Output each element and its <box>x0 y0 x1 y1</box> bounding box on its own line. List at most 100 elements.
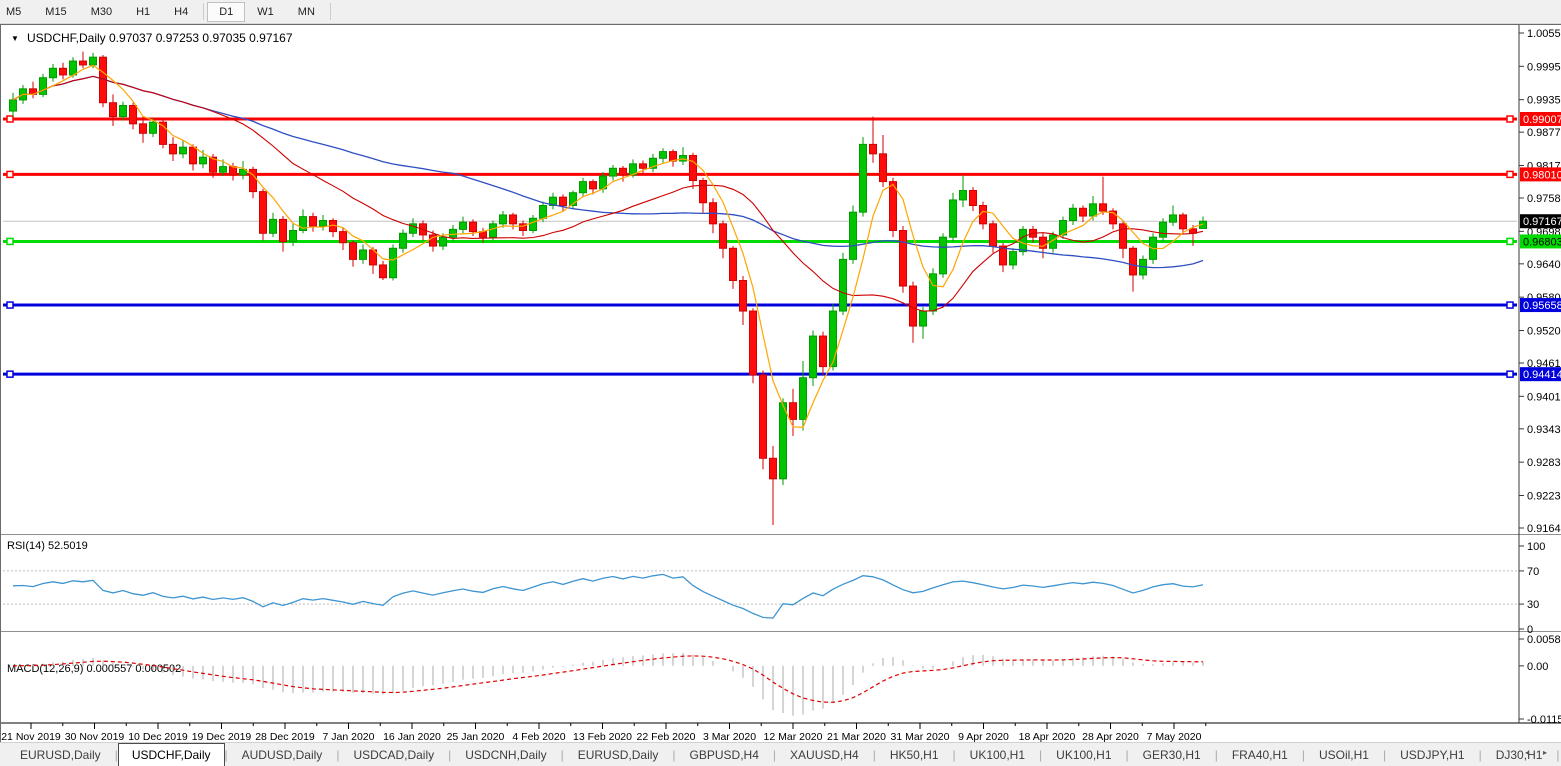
price-axis-label: 0.94015 <box>1527 391 1561 403</box>
timeframe-w1-button[interactable]: W1 <box>257 5 274 18</box>
level-badge-0.95658 <box>1520 298 1561 313</box>
tab-usdcnh-daily[interactable]: USDCNH,Daily <box>465 748 547 762</box>
tab-separator: | <box>1039 748 1043 762</box>
macd-signal-line <box>12 655 1204 703</box>
date-axis-label: 30 Nov 2019 <box>65 731 125 742</box>
date-axis-label: 28 Apr 2020 <box>1082 731 1139 742</box>
timeframe-m15-button[interactable]: M15 <box>45 5 67 18</box>
level-badge-0.99007-text: 0.99007 <box>1523 114 1561 126</box>
date-axis-label: 21 Mar 2020 <box>827 731 886 742</box>
tab-separator: | <box>114 748 118 762</box>
date-axis-label: 25 Jan 2020 <box>447 731 505 742</box>
macd-axis-label: 0.00 <box>1527 661 1548 673</box>
tab-separator: | <box>224 748 228 762</box>
line-handle[interactable] <box>1506 237 1514 246</box>
date-axis-label: 28 Dec 2019 <box>255 731 315 742</box>
line-handle[interactable] <box>1506 170 1514 179</box>
tab-separator: | <box>560 748 564 762</box>
tab-separator: | <box>448 748 452 762</box>
tab-gbpusd-h4[interactable]: GBPUSD,H4 <box>689 748 759 762</box>
date-axis-label: 13 Feb 2020 <box>573 731 632 742</box>
date-axis-label: 22 Feb 2020 <box>637 731 696 742</box>
ma-mid-line <box>12 75 1204 312</box>
line-handle[interactable] <box>6 170 14 179</box>
timeframe-bar: M5 M15 M30 H1 H4 D1 W1 MN <box>0 0 334 23</box>
chart-canvas: ▼ USDCHF,Daily 0.97037 0.97253 0.97035 0.… <box>1 25 1561 743</box>
symbol-tabs: EURUSD,Daily | USDCHF,Daily | AUDUSD,Daily | U… <box>0 743 1560 766</box>
rsi-axis-label: 30 <box>1527 599 1539 611</box>
tab-separator: | <box>872 748 876 762</box>
date-axis-label: 12 Mar 2020 <box>764 731 823 742</box>
date-axis-label: 3 Mar 2020 <box>703 731 756 742</box>
tab-separator: | <box>952 748 956 762</box>
tab-separator: | <box>1301 748 1305 762</box>
price-axis-label: 0.94615 <box>1527 358 1561 370</box>
date-axis-label: 19 Dec 2019 <box>192 731 252 742</box>
rsi-axis-label: 100 <box>1527 541 1545 553</box>
toolbar-separator <box>203 3 205 20</box>
price-axis-label: 0.97585 <box>1527 193 1561 205</box>
tab-separator: | <box>1125 748 1129 762</box>
timeframe-toolbar: M5 M15 M30 H1 H4 D1 W1 MN <box>0 0 1561 24</box>
tab-eurusd-daily[interactable]: EURUSD,Daily <box>20 748 101 762</box>
line-handle[interactable] <box>1506 370 1514 378</box>
date-axis-label: 7 Jan 2020 <box>323 731 375 742</box>
tab-fra40-h1[interactable]: FRA40,H1 <box>1231 748 1288 762</box>
tab-audusd-daily[interactable]: AUDUSD,Daily <box>241 748 323 762</box>
date-axis-label: 9 Apr 2020 <box>958 731 1009 742</box>
macd-axis-label: -0.011514 <box>1527 714 1561 726</box>
chart-dropdown-icon: ▼ <box>11 34 19 43</box>
rsi-axis-label: 70 <box>1527 566 1539 578</box>
price-axis-label: 0.99355 <box>1527 95 1561 107</box>
tab-usdcad-daily[interactable]: USDCAD,Daily <box>353 748 435 762</box>
tab-separator: | <box>1478 748 1482 762</box>
timeframe-m5-button[interactable]: M5 <box>6 5 22 18</box>
tab-separator: | <box>672 748 676 762</box>
tab-dj30-h1[interactable]: DJ30,H1 <box>1495 748 1543 762</box>
timeframe-d1-button[interactable]: D1 <box>207 1 246 22</box>
tab-separator: | <box>1556 748 1560 762</box>
line-handle[interactable] <box>6 301 14 309</box>
tab-uk100-h1[interactable]: UK100,H1 <box>969 748 1026 762</box>
ma-fast-line <box>12 64 1204 429</box>
current-price-badge-text: 0.97167 <box>1523 216 1561 228</box>
chart-window: ▼ USDCHF,Daily 0.97037 0.97253 0.97035 0.… <box>0 24 1561 743</box>
level-badge-0.95658-text: 0.95658 <box>1523 300 1561 312</box>
date-axis-label: 16 Jan 2020 <box>383 731 441 742</box>
tab-usoil-h1[interactable]: USOil,H1 <box>1318 748 1369 762</box>
tab-hk50-h1[interactable]: HK50,H1 <box>889 748 939 762</box>
tab-separator: | <box>1382 748 1387 762</box>
tab-separator: | <box>772 748 777 762</box>
tab-uk100-h1[interactable]: UK100,H1 <box>1056 748 1112 762</box>
timeframe-h4-button[interactable]: H4 <box>174 5 189 18</box>
date-axis-label: 10 Dec 2019 <box>128 731 188 742</box>
tab-eurusd-daily[interactable]: EURUSD,Daily <box>577 748 659 762</box>
line-handle[interactable] <box>6 115 14 123</box>
tab-separator: | <box>1214 748 1218 762</box>
rsi-label: RSI(14) 52.5019 <box>7 540 88 552</box>
timeframe-mn-button[interactable]: MN <box>297 5 315 18</box>
line-handle[interactable] <box>6 237 14 246</box>
symbol-tabbar: EURUSD,Daily | USDCHF,Daily | AUDUSD,Daily | U… <box>0 742 1561 766</box>
line-handle[interactable] <box>6 370 14 378</box>
tab-scroll-left-icon[interactable]: ◂ <box>1524 748 1529 757</box>
macd-label: MACD(12,26,9) 0.000557 0.000502 <box>7 663 181 675</box>
price-axis-label: 0.91645 <box>1527 523 1561 535</box>
line-handle[interactable] <box>1506 115 1514 123</box>
date-axis-label: 18 Apr 2020 <box>1019 731 1076 742</box>
line-handle[interactable] <box>1506 301 1514 309</box>
tab-ger30-h1[interactable]: GER30,H1 <box>1142 748 1201 762</box>
rsi-line <box>12 573 1204 619</box>
timeframe-h1-button[interactable]: H1 <box>136 5 151 18</box>
macd-axis-label: 0.005818 <box>1527 634 1561 646</box>
tab-xauusd-h4[interactable]: XAUUSD,H4 <box>790 748 859 762</box>
tab-usdjpy-h1[interactable]: USDJPY,H1 <box>1400 748 1465 762</box>
tab-scroll-right-icon[interactable]: ▸ <box>1542 748 1547 757</box>
tab-usdchf-daily[interactable]: USDCHF,Daily <box>117 743 225 766</box>
level-badge-0.98010 <box>1520 167 1561 182</box>
timeframe-m30-button[interactable]: M30 <box>90 5 113 18</box>
tab-separator: | <box>336 748 340 762</box>
